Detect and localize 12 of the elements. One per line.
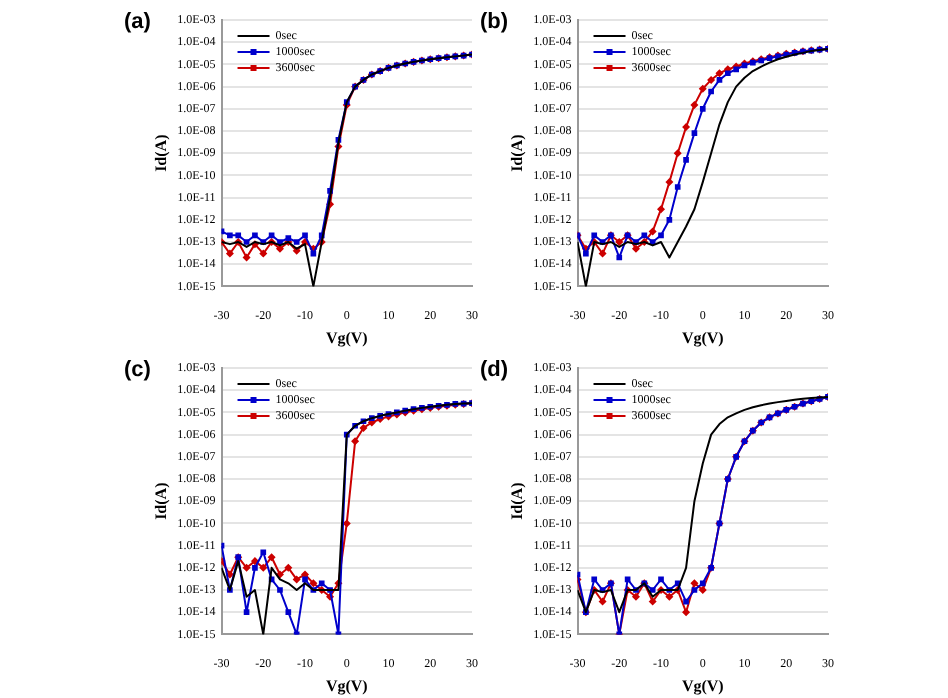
chart-title: (d) (480, 358, 509, 382)
x-axis-title: Vg(V) (325, 328, 369, 347)
y-axis-title: Id(A) (151, 133, 170, 172)
y-axis-title: Id(A) (507, 133, 526, 172)
chart-title: (c) (124, 358, 151, 382)
chart-title: (b) (480, 10, 509, 34)
y-axis-title: Id(A) (507, 481, 526, 520)
y-axis-title: Id(A) (151, 481, 170, 520)
x-axis-title: Vg(V) (681, 328, 725, 347)
x-axis-title: Vg(V) (325, 676, 369, 695)
x-axis-title: Vg(V) (681, 676, 725, 695)
chart-title: (a) (124, 10, 151, 34)
